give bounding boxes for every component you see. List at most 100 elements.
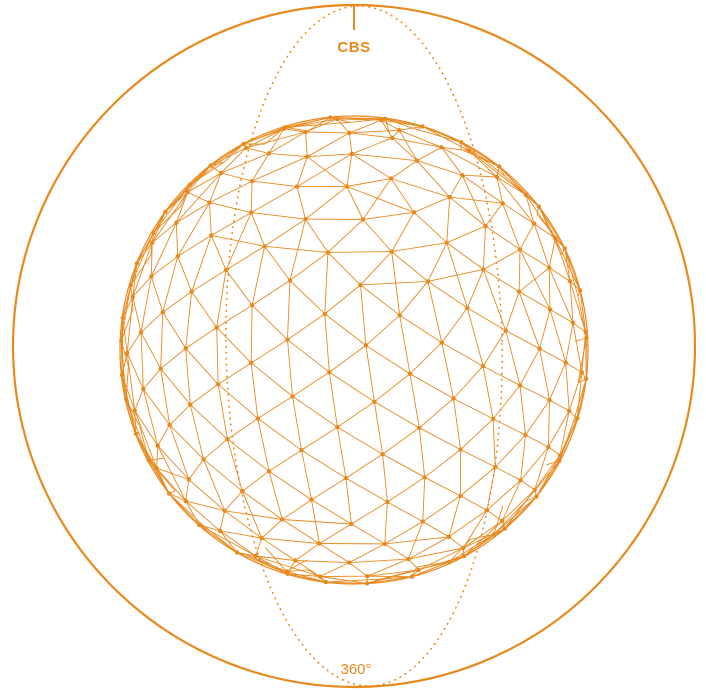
mesh-edge bbox=[251, 280, 291, 306]
mesh-node bbox=[444, 240, 449, 245]
mesh-edge bbox=[210, 143, 245, 166]
mesh-edge bbox=[255, 555, 321, 577]
mesh-edge bbox=[411, 561, 450, 578]
mesh-edge bbox=[367, 558, 409, 577]
mesh-edge bbox=[307, 153, 352, 158]
mesh-edge bbox=[399, 314, 443, 343]
mesh-node bbox=[439, 340, 444, 345]
mesh-edge bbox=[548, 267, 551, 310]
mesh-edge bbox=[282, 519, 320, 544]
mesh-node bbox=[175, 254, 180, 259]
mesh-edge bbox=[211, 212, 252, 236]
mesh-edge bbox=[493, 505, 504, 535]
mesh-edge bbox=[168, 492, 186, 502]
mesh-edge bbox=[257, 418, 302, 451]
mesh-node bbox=[358, 282, 363, 288]
mesh-edge bbox=[362, 219, 393, 252]
mesh-edge bbox=[160, 368, 171, 425]
mesh-node bbox=[303, 216, 308, 222]
mesh-edge bbox=[385, 118, 418, 131]
mesh-edge bbox=[349, 119, 382, 134]
mesh-edge bbox=[492, 385, 521, 420]
mesh-edge bbox=[306, 156, 348, 187]
mesh-node bbox=[299, 447, 304, 453]
mesh-edge bbox=[308, 569, 327, 583]
mesh-edge bbox=[461, 175, 486, 227]
mesh-edge bbox=[250, 339, 288, 364]
mesh-edge bbox=[177, 235, 212, 257]
mesh-node bbox=[327, 370, 332, 375]
mesh-edge bbox=[460, 466, 496, 497]
mesh-node bbox=[365, 574, 370, 579]
mesh-edge bbox=[387, 501, 424, 522]
mesh-edge bbox=[462, 510, 488, 549]
mesh-edge bbox=[348, 132, 353, 154]
mesh-edge bbox=[225, 269, 253, 306]
mesh-node bbox=[290, 394, 295, 399]
mesh-edge bbox=[345, 477, 388, 503]
mesh-edge bbox=[399, 315, 411, 374]
mesh-node bbox=[372, 399, 377, 404]
mesh-edge bbox=[165, 184, 191, 213]
mesh-edge bbox=[130, 232, 154, 286]
mesh-edge bbox=[382, 453, 425, 478]
mesh-edge bbox=[210, 235, 227, 271]
mesh-edge bbox=[261, 519, 283, 539]
mesh-edge bbox=[446, 242, 468, 309]
mesh-edge bbox=[287, 573, 321, 577]
mesh-edge bbox=[126, 296, 134, 354]
mesh-node bbox=[262, 244, 267, 249]
mesh-edge bbox=[374, 401, 420, 429]
mesh-node bbox=[285, 337, 290, 342]
mesh-edge bbox=[268, 152, 308, 158]
mesh-node bbox=[446, 534, 452, 539]
mesh-edge bbox=[245, 131, 306, 149]
mesh-edge bbox=[245, 147, 270, 154]
mesh-node bbox=[305, 154, 310, 159]
mesh-node bbox=[209, 233, 214, 238]
mesh-edge bbox=[209, 172, 222, 203]
mesh-edge bbox=[399, 129, 442, 148]
mesh-edge bbox=[289, 218, 306, 281]
mesh-edge bbox=[282, 519, 352, 525]
mesh-node bbox=[397, 128, 402, 133]
mesh-node bbox=[480, 363, 486, 369]
mesh-edge bbox=[520, 479, 535, 491]
mesh-edge bbox=[441, 342, 454, 399]
mesh-node bbox=[240, 489, 245, 494]
mesh-edge bbox=[565, 322, 574, 363]
mesh-edge bbox=[486, 466, 496, 511]
mesh-edge bbox=[287, 339, 330, 373]
mesh-node bbox=[255, 416, 260, 421]
mesh-edge bbox=[422, 126, 470, 152]
mesh-edge bbox=[175, 172, 222, 224]
mesh-node bbox=[150, 240, 155, 245]
mesh-edge bbox=[373, 401, 384, 455]
mesh-node bbox=[557, 453, 563, 458]
mesh-edge bbox=[148, 457, 165, 461]
mesh-edge bbox=[453, 398, 462, 450]
mesh-edge bbox=[292, 371, 330, 397]
mesh-edge bbox=[419, 427, 461, 450]
mesh-edge bbox=[268, 449, 302, 472]
mesh-edge bbox=[391, 242, 447, 253]
mesh-edge bbox=[408, 547, 464, 560]
mesh-edge bbox=[305, 131, 350, 134]
mesh-edge bbox=[360, 284, 367, 346]
mesh-edge bbox=[367, 569, 419, 577]
mesh-node bbox=[167, 422, 172, 428]
mesh-node bbox=[349, 151, 354, 157]
mesh-edge bbox=[416, 160, 463, 176]
mesh-edge bbox=[413, 211, 448, 244]
mesh-edge bbox=[391, 212, 415, 252]
mesh-edge bbox=[140, 311, 164, 333]
mesh-edge bbox=[448, 495, 461, 537]
mesh-node bbox=[503, 328, 508, 333]
mesh-edge bbox=[504, 175, 540, 208]
mesh-node bbox=[249, 178, 255, 184]
mesh-edge bbox=[505, 330, 540, 350]
mesh-edge bbox=[576, 372, 583, 419]
mesh-node bbox=[523, 432, 528, 438]
mesh-edge bbox=[191, 235, 212, 292]
mesh-edge bbox=[301, 449, 347, 479]
